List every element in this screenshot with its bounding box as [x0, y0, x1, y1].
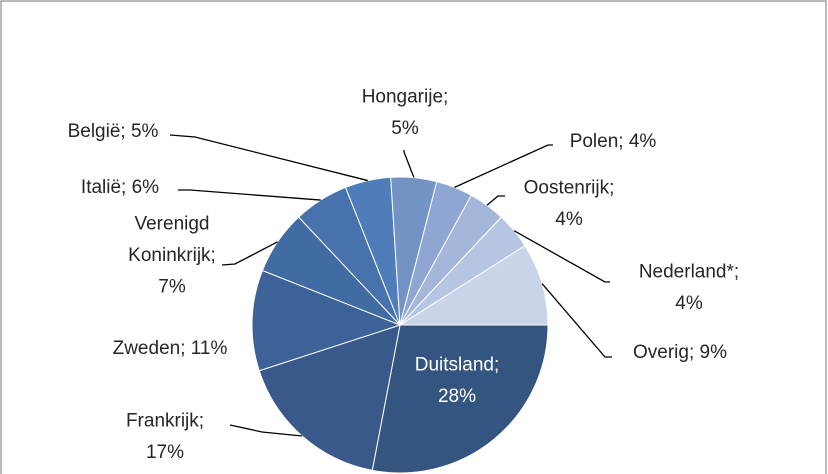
data-label: Italië; 6% [81, 177, 159, 198]
data-label: Overig; 9% [633, 342, 727, 363]
leader-line [169, 134, 368, 182]
data-label: Verenigd Koninkrijk; 7% [128, 214, 216, 298]
leader-line [178, 189, 321, 201]
data-label: Nederland*; 4% [639, 261, 739, 314]
data-label: Oostenrijk; 4% [524, 177, 615, 230]
data-label: Zweden; 11% [113, 338, 228, 359]
leader-line [513, 230, 610, 283]
data-label: Hongarije; 5% [362, 86, 449, 139]
leader-line [229, 424, 303, 437]
leader-line [221, 241, 278, 266]
pie-slice [258, 324, 401, 471]
pie-slice [251, 269, 402, 372]
data-label: Duitsland; 28% [415, 354, 500, 407]
data-label: Frankrijk; 17% [126, 410, 204, 463]
leader-line [541, 283, 612, 358]
data-label: België; 5% [68, 121, 159, 142]
leader-line [454, 144, 553, 188]
pie-slice [398, 245, 549, 326]
leader-line [486, 195, 505, 206]
pie-slice [371, 324, 549, 474]
leader-line [403, 150, 415, 178]
data-label: Polen; 4% [570, 131, 657, 152]
